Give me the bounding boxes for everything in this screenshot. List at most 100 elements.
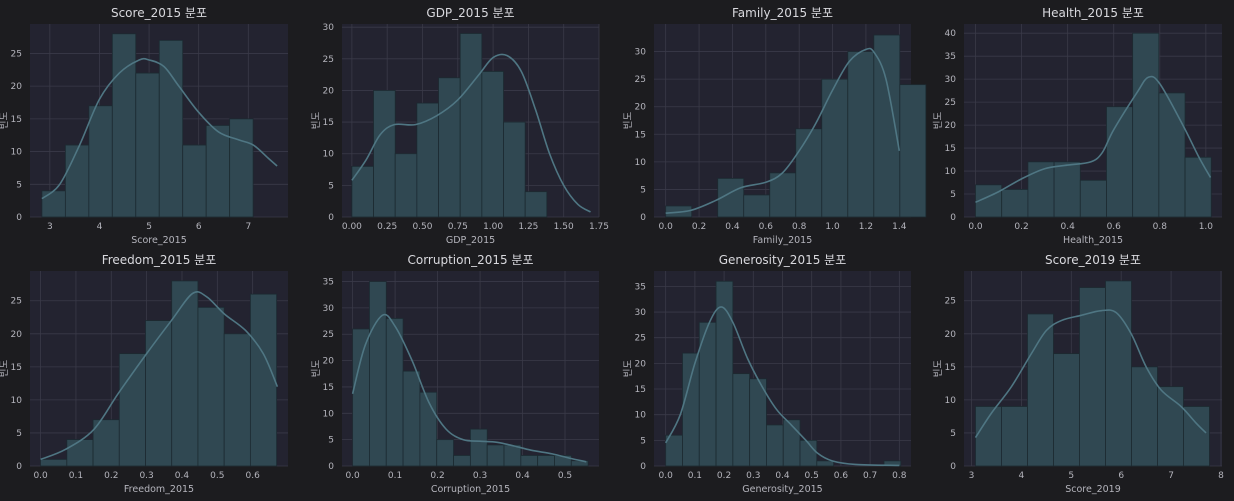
y-tick-label: 15: [11, 115, 22, 125]
y-tick-label: 0: [16, 462, 22, 472]
x-tick-label: 0.6: [834, 471, 849, 481]
x-tick-label: 0.3: [139, 471, 153, 481]
histogram-bar: [438, 77, 461, 218]
chart-panel-6: 0.0 0.1 0.2 0.3 0.4 0.5 0 5 10 15 20 25 30 35 Corrupti…: [311, 253, 599, 495]
y-tick-label: 30: [323, 304, 335, 314]
y-tick-label: 0: [640, 213, 646, 223]
x-tick-label: 0.8: [892, 471, 907, 481]
chart-title: Health_2015 분포: [1042, 6, 1144, 20]
y-tick-label: 35: [635, 282, 646, 292]
histogram-bar: [1053, 353, 1080, 467]
chart-panel-4: 0.0 0.2 0.4 0.6 0.8 1.0 0 5 10 15 20 25 30 35 40 Health…: [933, 6, 1222, 246]
y-tick-label: 20: [945, 330, 957, 340]
histogram-bar: [503, 121, 526, 218]
histogram-bar: [88, 105, 113, 218]
y-tick-label: 25: [945, 98, 956, 108]
y-tick-label: 10: [11, 396, 23, 406]
x-tick-label: 4: [1019, 471, 1025, 481]
x-tick-label: 0.6: [759, 222, 774, 232]
y-tick-label: 30: [945, 75, 957, 85]
x-tick-label: 0.5: [805, 471, 819, 481]
chart-panel-3: 0.0 0.2 0.4 0.6 0.8 1.0 1.2 1.4 0 5 10 15 20 25 30 Fami…: [623, 6, 927, 246]
y-tick-label: 25: [11, 297, 22, 307]
x-tick-label: 0.4: [775, 471, 790, 481]
histogram-bar: [64, 144, 90, 218]
histogram-bar: [481, 71, 504, 218]
y-tick-label: 30: [323, 23, 335, 33]
y-axis-label: 빈도: [0, 112, 10, 130]
x-tick-label: 1.2: [859, 222, 873, 232]
chart-panel-5: 0.0 0.1 0.2 0.3 0.4 0.5 0.6 0 5 10 15 20 25 Freedom_2…: [0, 253, 288, 495]
x-axis-label: Corruption_2015: [431, 484, 510, 495]
x-tick-label: 0.8: [792, 222, 807, 232]
x-tick-label: 0.3: [746, 471, 760, 481]
histogram-bar: [171, 280, 199, 467]
histogram-bar: [385, 318, 404, 467]
y-tick-label: 15: [945, 144, 956, 154]
histogram-bar: [795, 128, 823, 218]
x-tick-label: 0.0: [33, 471, 48, 481]
histogram-bar: [373, 90, 396, 218]
y-tick-label: 40: [945, 29, 957, 39]
histogram-bar: [1132, 32, 1160, 218]
histogram-bar: [205, 125, 231, 218]
x-tick-label: 0.0: [345, 471, 360, 481]
y-tick-label: 15: [323, 383, 334, 393]
y-tick-label: 10: [323, 150, 335, 160]
histogram-bar: [229, 118, 254, 218]
x-tick-label: 7: [1168, 471, 1174, 481]
histogram-bar: [682, 352, 700, 467]
histogram-bar: [182, 144, 207, 218]
chart-title: GDP_2015 분포: [426, 6, 514, 20]
x-tick-label: 0.0: [968, 222, 983, 232]
histogram-bar: [158, 39, 184, 218]
x-tick-label: 6: [196, 222, 202, 232]
histogram-bar: [821, 78, 849, 218]
y-axis-label: 빈도: [933, 360, 944, 378]
y-tick-label: 20: [11, 330, 23, 340]
y-tick-label: 20: [635, 359, 647, 369]
x-tick-label: 0.4: [515, 471, 530, 481]
y-tick-label: 5: [328, 436, 334, 446]
x-tick-label: 0.6: [1107, 222, 1122, 232]
y-tick-label: 10: [11, 148, 23, 158]
x-tick-label: 0.2: [430, 471, 444, 481]
histogram-bar: [1001, 406, 1028, 467]
histogram-bar: [135, 72, 160, 218]
x-tick-label: 0.3: [473, 471, 487, 481]
x-tick-label: 0.1: [388, 471, 402, 481]
x-tick-label: 0.0: [659, 471, 674, 481]
y-axis-label: 빈도: [623, 112, 634, 130]
x-tick-label: 4: [97, 222, 103, 232]
histogram-bar: [766, 424, 784, 467]
histogram-bar: [537, 455, 555, 467]
x-tick-label: 0.4: [1060, 222, 1075, 232]
x-tick-label: 0.2: [1014, 222, 1028, 232]
x-tick-label: 1.0: [1199, 222, 1214, 232]
histogram-bar: [1157, 386, 1184, 467]
y-tick-label: 5: [16, 180, 22, 190]
x-tick-label: 0.4: [175, 471, 190, 481]
x-tick-label: 1.4: [892, 222, 907, 232]
x-tick-label: 1.50: [554, 222, 574, 232]
histogram-bar: [1106, 106, 1134, 218]
histogram-bar: [1184, 156, 1212, 218]
x-tick-label: 1.0: [825, 222, 840, 232]
histogram-bar: [118, 353, 146, 467]
histogram-bar: [469, 428, 488, 467]
x-tick-label: 0.50: [412, 222, 432, 232]
x-tick-label: 0.2: [717, 471, 731, 481]
y-tick-label: 20: [11, 82, 23, 92]
x-tick-label: 7: [245, 222, 251, 232]
y-tick-label: 15: [323, 118, 334, 128]
x-tick-label: 0.0: [659, 222, 674, 232]
x-axis-label: Family_2015: [753, 235, 813, 246]
x-tick-label: 3: [47, 222, 53, 232]
histogram-bar: [394, 153, 418, 218]
kde-curve: [664, 306, 900, 467]
y-tick-label: 0: [328, 462, 334, 472]
histogram-bar: [782, 419, 801, 467]
histogram-bar: [351, 165, 374, 218]
y-tick-label: 20: [323, 357, 335, 367]
x-tick-label: 0.2: [692, 222, 706, 232]
